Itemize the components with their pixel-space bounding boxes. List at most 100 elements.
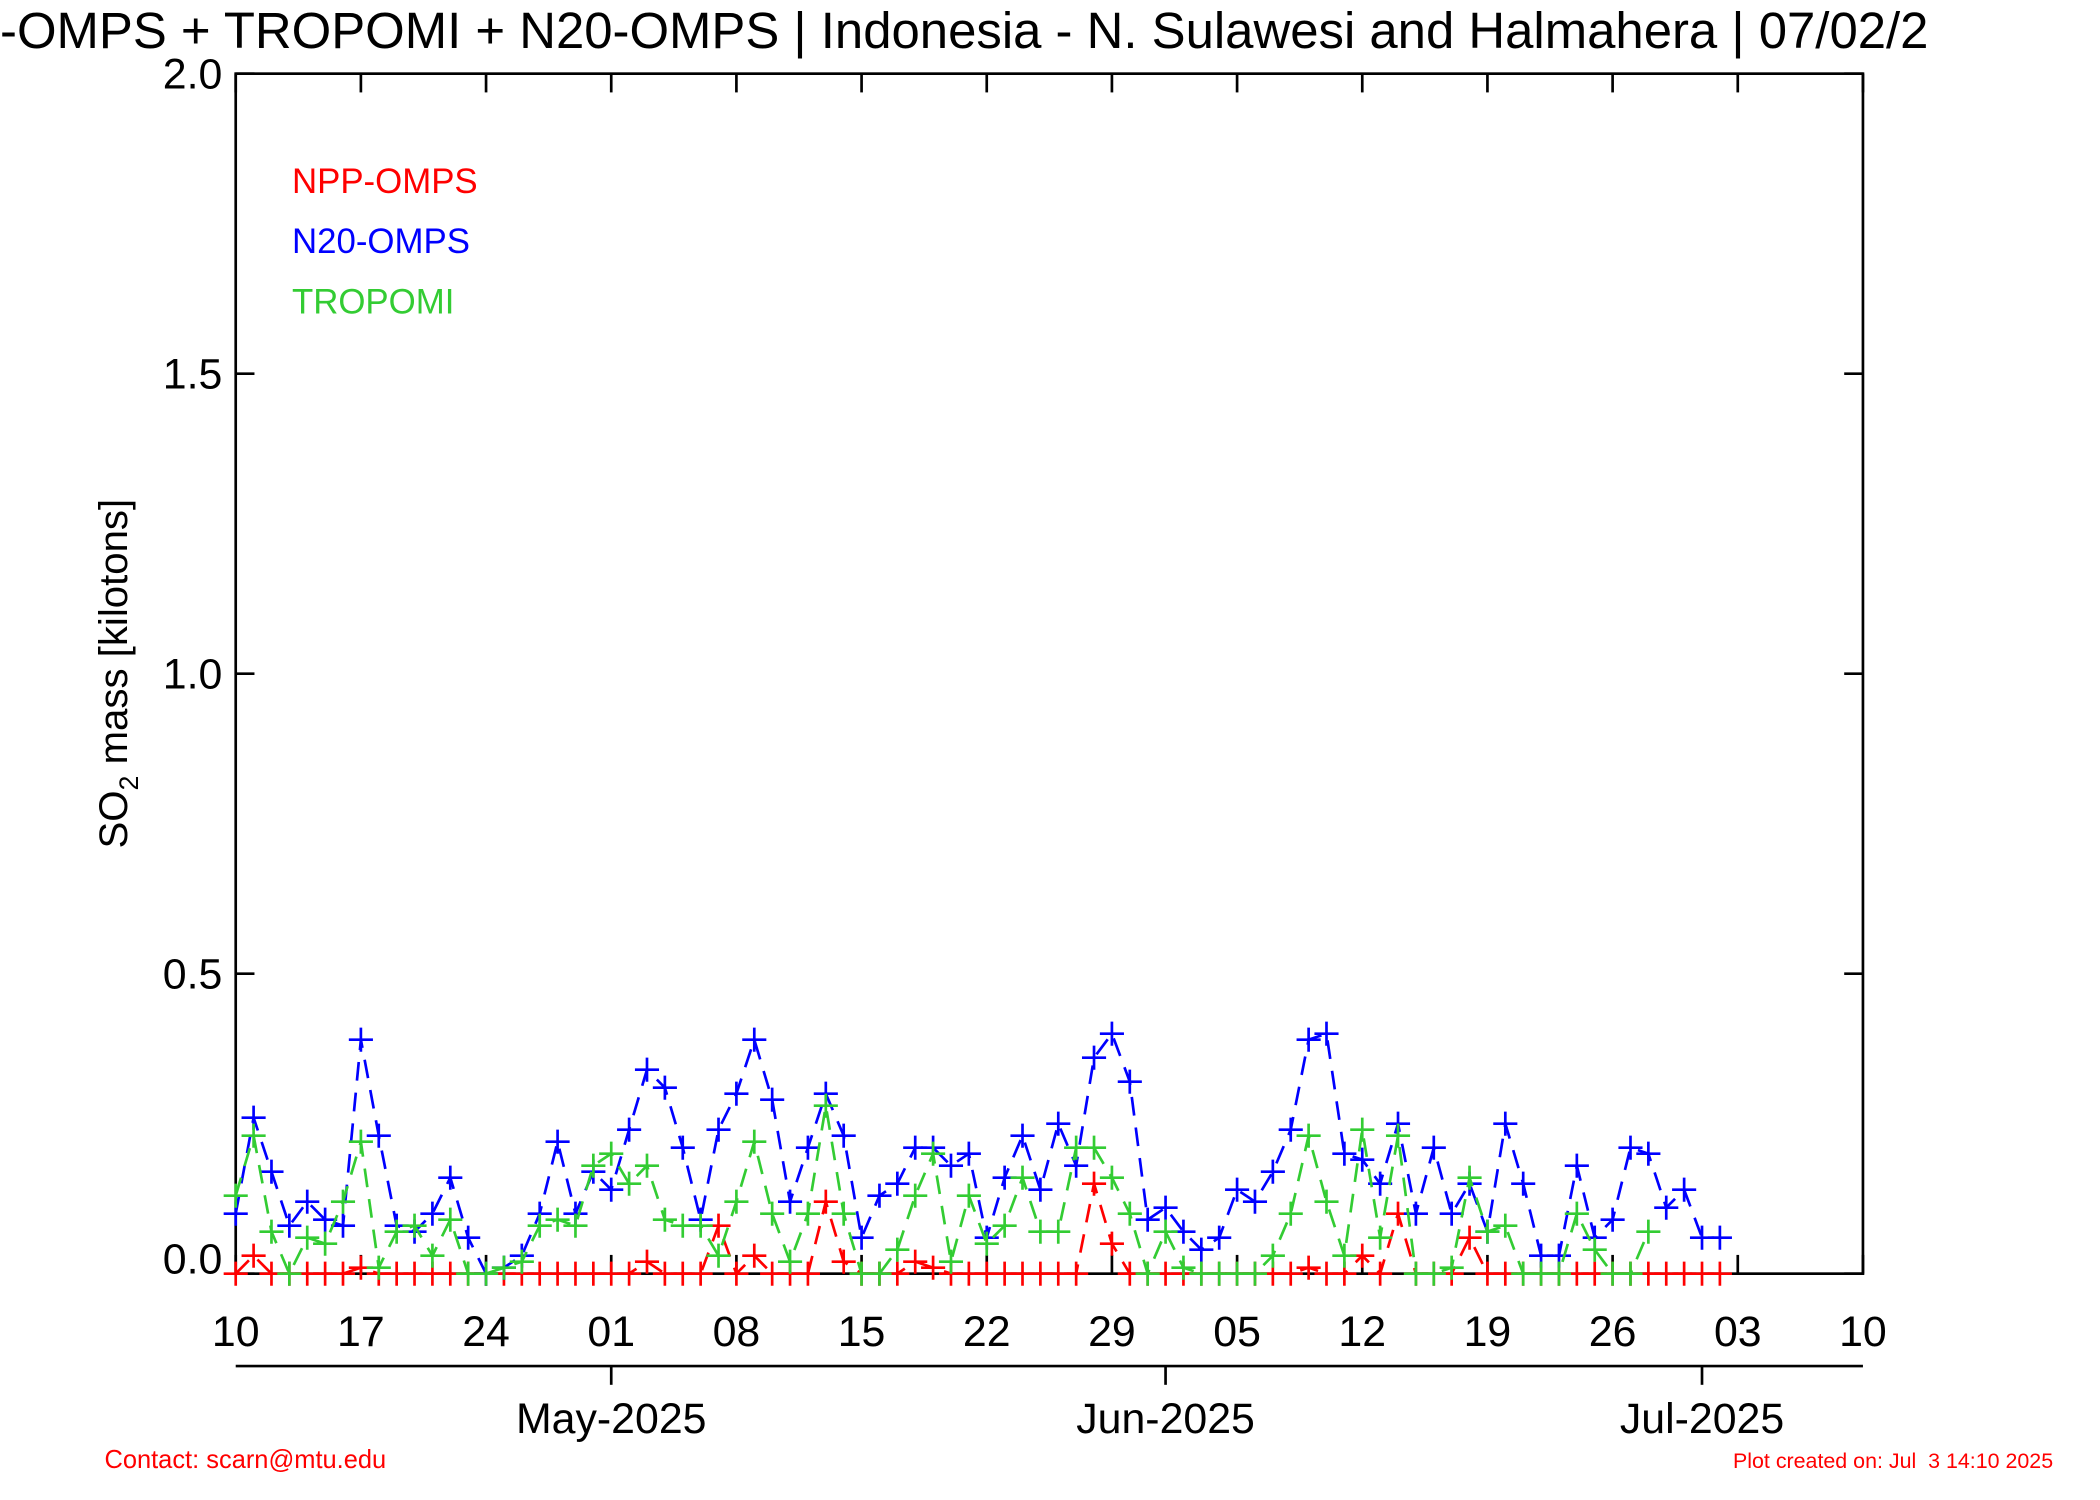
point-marker <box>438 1207 463 1232</box>
x-tick-label: 19 <box>1464 1308 1512 1356</box>
point-marker <box>938 1249 964 1274</box>
point-marker <box>688 1213 713 1238</box>
legend-entry: TROPOMI <box>292 282 454 321</box>
point-marker <box>330 1261 356 1286</box>
point-marker <box>742 1243 767 1268</box>
point-marker <box>1618 1135 1643 1160</box>
month-label: Jul-2025 <box>1620 1395 1784 1443</box>
point-marker <box>956 1183 981 1208</box>
point-marker <box>223 1183 248 1208</box>
month-label: Jun-2025 <box>1076 1395 1255 1443</box>
point-marker <box>241 1123 266 1148</box>
point-marker <box>491 1255 516 1280</box>
point-marker <box>1511 1171 1536 1196</box>
point-marker <box>1672 1177 1697 1202</box>
point-marker <box>402 1213 427 1238</box>
point-marker <box>1242 1189 1268 1214</box>
point-marker <box>903 1249 928 1274</box>
point-marker <box>1028 1177 1053 1202</box>
point-marker <box>1278 1201 1303 1226</box>
point-marker <box>259 1159 284 1184</box>
point-marker <box>295 1189 320 1214</box>
x-tick-label: 24 <box>462 1308 510 1356</box>
point-marker <box>652 1075 677 1100</box>
point-marker <box>1135 1207 1160 1232</box>
y-label-rest: mass [kilotons] <box>91 499 136 776</box>
y-axis-label: SO2 mass [kilotons] <box>91 499 144 849</box>
point-marker <box>617 1261 642 1286</box>
point-marker <box>831 1123 856 1148</box>
y-tick-label: 1.5 <box>163 350 223 398</box>
point-marker <box>1636 1219 1661 1244</box>
point-marker <box>509 1249 534 1274</box>
point-marker <box>1135 1261 1160 1286</box>
x-tick-label: 17 <box>337 1308 385 1356</box>
point-marker <box>634 1153 660 1178</box>
point-marker <box>223 1261 248 1286</box>
point-marker <box>1439 1255 1464 1280</box>
chart-title: -OMPS + TROPOMI + N20-OMPS | Indonesia -… <box>0 2 1928 59</box>
point-marker <box>724 1189 749 1214</box>
point-marker <box>330 1213 356 1238</box>
point-marker <box>1493 1213 1518 1238</box>
point-marker <box>1493 1111 1518 1136</box>
point-marker <box>1099 1231 1124 1256</box>
point-marker <box>742 1027 767 1052</box>
point-marker <box>1654 1195 1679 1220</box>
point-marker <box>1582 1237 1607 1262</box>
point-marker <box>617 1117 642 1142</box>
point-marker <box>1350 1147 1375 1172</box>
point-marker <box>1278 1261 1303 1286</box>
x-tick-label: 03 <box>1714 1308 1762 1356</box>
x-tick-label: 29 <box>1088 1308 1136 1356</box>
point-marker <box>885 1171 910 1196</box>
point-marker <box>1707 1261 1732 1286</box>
point-marker <box>724 1261 749 1286</box>
point-marker <box>867 1183 892 1208</box>
point-marker <box>831 1201 856 1226</box>
point-marker <box>1081 1045 1107 1070</box>
point-marker <box>813 1093 838 1118</box>
x-tick-label: 10 <box>212 1308 260 1356</box>
point-marker <box>795 1261 820 1286</box>
point-marker <box>1225 1177 1250 1202</box>
point-marker <box>1171 1255 1196 1280</box>
point-marker <box>259 1219 284 1244</box>
series-line <box>234 1105 1650 1278</box>
point-marker <box>545 1207 570 1232</box>
point-marker <box>384 1219 409 1244</box>
point-marker <box>1457 1165 1482 1190</box>
point-marker <box>885 1237 910 1262</box>
month-label: May-2025 <box>516 1395 707 1443</box>
point-marker <box>599 1177 624 1202</box>
point-marker <box>1600 1207 1625 1232</box>
point-marker <box>1350 1117 1375 1142</box>
point-marker <box>849 1225 874 1250</box>
point-marker <box>366 1123 391 1148</box>
point-marker <box>438 1165 463 1190</box>
point-marker <box>1010 1165 1035 1190</box>
point-marker <box>1099 1021 1124 1046</box>
point-marker <box>706 1117 731 1142</box>
point-marker <box>634 1057 660 1082</box>
point-marker <box>1207 1225 1232 1250</box>
point-marker <box>348 1129 373 1154</box>
x-tick-label: 01 <box>587 1308 635 1356</box>
contact: Contact: scarn@mtu.edu <box>104 1446 386 1474</box>
point-marker <box>1153 1195 1178 1220</box>
point-marker <box>956 1141 981 1166</box>
point-marker <box>921 1141 946 1166</box>
point-marker <box>1153 1219 1178 1244</box>
point-marker <box>1242 1261 1268 1286</box>
point-marker <box>670 1135 695 1160</box>
point-marker <box>420 1243 445 1268</box>
point-marker <box>1064 1261 1089 1286</box>
y-tick-label: 0.5 <box>163 950 223 998</box>
point-marker <box>1117 1069 1142 1094</box>
point-marker <box>1636 1141 1661 1166</box>
point-marker <box>867 1261 892 1286</box>
point-marker <box>313 1207 338 1232</box>
point-marker <box>1707 1225 1732 1250</box>
